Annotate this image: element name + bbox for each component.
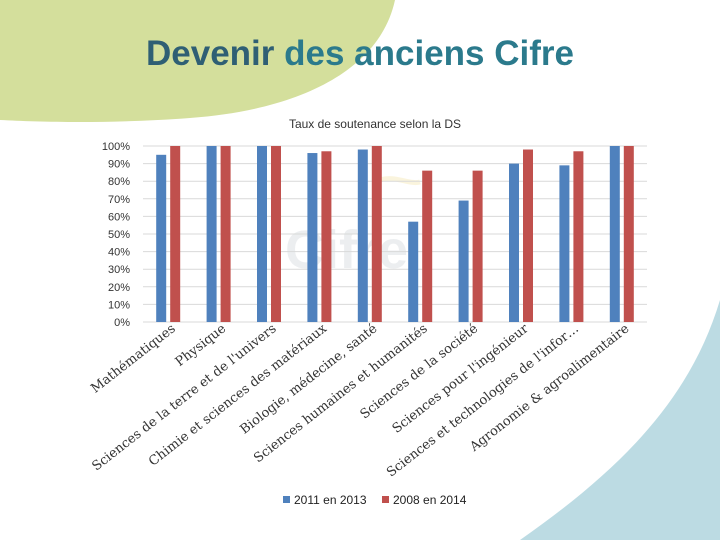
bar bbox=[371, 146, 382, 322]
chart-title: Taux de soutenance selon la DS bbox=[289, 117, 461, 131]
y-tick-label: 20% bbox=[108, 282, 130, 294]
bar bbox=[559, 165, 570, 322]
bar bbox=[422, 170, 433, 322]
bar bbox=[271, 146, 281, 322]
y-tick-label: 50% bbox=[108, 229, 130, 241]
x-tick-label: Chimie et sciences des matériaux bbox=[146, 321, 330, 470]
y-tick-label: 10% bbox=[108, 299, 130, 311]
bar bbox=[573, 151, 584, 322]
y-axis-ticks: 0% 10% 20% 30% 40% 50% 60% 70% 80% 90% 100% bbox=[102, 141, 130, 329]
slide-title: Devenir des anciens Cifre bbox=[0, 34, 720, 74]
title-part-2: des anciens Cifre bbox=[284, 34, 574, 73]
bar bbox=[509, 163, 519, 322]
bar bbox=[321, 151, 332, 322]
bars bbox=[156, 146, 634, 322]
bar bbox=[307, 153, 318, 322]
y-tick-label: 60% bbox=[108, 211, 130, 223]
legend-swatch-2008 bbox=[382, 496, 389, 503]
bar bbox=[220, 146, 231, 322]
y-tick-label: 100% bbox=[102, 141, 130, 153]
gridlines bbox=[143, 145, 647, 323]
y-tick-label: 80% bbox=[108, 176, 130, 188]
legend: 2011 en 2013 2008 en 2014 bbox=[283, 493, 467, 507]
bar bbox=[623, 146, 634, 322]
legend-label-2008: 2008 en 2014 bbox=[393, 493, 467, 507]
bar bbox=[472, 170, 483, 322]
cifre-watermark-logo: Cifre bbox=[285, 176, 421, 280]
x-tick-label: Sciences de la terre et de l'univers bbox=[90, 321, 280, 474]
y-tick-label: 90% bbox=[108, 159, 130, 171]
bar bbox=[458, 200, 469, 322]
svg-text:Cifre: Cifre bbox=[285, 220, 408, 280]
y-tick-label: 0% bbox=[114, 317, 130, 329]
top-decorative-shape bbox=[0, 0, 395, 122]
legend-label-2011: 2011 en 2013 bbox=[294, 493, 367, 507]
bar bbox=[156, 154, 167, 322]
title-part-1: Devenir bbox=[146, 34, 275, 73]
bar bbox=[206, 146, 217, 322]
bottom-decorative-shape bbox=[520, 300, 720, 540]
bar bbox=[609, 146, 620, 322]
bar bbox=[408, 221, 419, 322]
bar bbox=[257, 146, 267, 322]
y-tick-label: 40% bbox=[108, 247, 130, 259]
bar bbox=[357, 149, 368, 322]
y-tick-label: 70% bbox=[108, 194, 130, 206]
bar bbox=[170, 146, 181, 322]
y-tick-label: 30% bbox=[108, 264, 130, 276]
x-tick-label: Mathématiques bbox=[88, 321, 178, 396]
bar bbox=[523, 149, 533, 322]
legend-swatch-2011 bbox=[283, 496, 290, 503]
